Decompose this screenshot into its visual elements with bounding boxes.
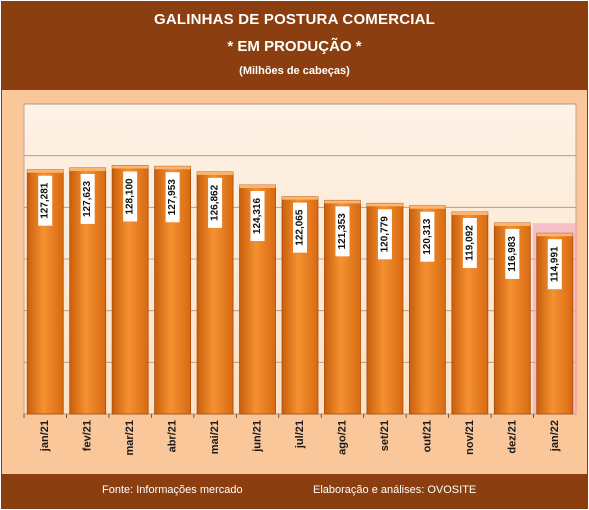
- data-label: 116,983: [507, 236, 518, 272]
- data-label-box: [335, 206, 350, 257]
- data-label: 127,953: [167, 179, 178, 216]
- chart-unit: (Milhões de cabeças): [239, 65, 350, 77]
- elaboration-note: Elaboração e análises: OVOSITE: [313, 484, 477, 496]
- x-tick-labels: jan/21 fev/21 mar/21 abr/21 mai/21 jun/21 jul/…: [23, 414, 561, 455]
- x-tick-label: out/21: [421, 420, 433, 452]
- data-label: 114,991: [549, 246, 560, 282]
- bar-cap: [69, 167, 106, 171]
- data-label-box: [505, 228, 520, 279]
- x-tick-label: jun/21: [252, 420, 264, 453]
- x-tick-label: mar/21: [124, 420, 136, 455]
- data-label: 122,065: [295, 209, 306, 246]
- data-label-box: [420, 211, 435, 262]
- x-tick-label: set/21: [379, 420, 391, 451]
- data-label: 121,353: [337, 213, 348, 250]
- bar-cap: [451, 212, 488, 216]
- x-tick-label: fev/21: [82, 420, 94, 451]
- data-labels: 127,281 127,623 128,100 127,953 126,862 124,3…: [38, 171, 562, 290]
- data-label: 127,281: [40, 182, 51, 219]
- data-label-box: [293, 202, 307, 253]
- data-label-box: [377, 209, 392, 260]
- data-label: 126,862: [210, 184, 221, 221]
- data-label-box: [80, 173, 95, 224]
- bar-cap: [27, 169, 64, 173]
- bar-cap: [282, 196, 318, 200]
- x-tick-label: dez/21: [506, 420, 518, 454]
- bar-cap: [366, 203, 403, 207]
- data-label-box: [250, 191, 265, 242]
- bar-cap: [154, 166, 191, 170]
- x-tick-label: ago/21: [336, 420, 348, 455]
- bar-cap: [494, 222, 531, 226]
- bar-cap: [409, 205, 446, 209]
- chart-footer: Fonte: Informações mercado Elaboração e …: [2, 474, 587, 508]
- chart-header: GALINHAS DE POSTURA COMERCIAL * EM PRODU…: [2, 2, 587, 90]
- data-label-box: [547, 239, 562, 290]
- bar-cap: [239, 185, 276, 189]
- data-label: 119,092: [464, 225, 475, 261]
- bar: [239, 184, 276, 415]
- x-tick-label: nov/21: [464, 420, 476, 455]
- data-label: 124,316: [252, 198, 263, 235]
- data-label: 120,313: [422, 218, 433, 255]
- chart-subtitle: * EM PRODUÇÃO *: [227, 38, 362, 55]
- bar-cap: [197, 171, 234, 175]
- x-tick-label: abr/21: [167, 420, 179, 452]
- data-label-box: [165, 172, 180, 223]
- bar-cap: [112, 165, 149, 169]
- bar-cap: [536, 233, 573, 237]
- data-label-box: [208, 177, 223, 228]
- data-label-box: [462, 218, 477, 269]
- x-tick-label: jan/22: [549, 420, 561, 452]
- x-tick-label: mai/21: [209, 420, 221, 454]
- bar-chart: 127,281 127,623 128,100 127,953 126,862 124,3…: [23, 103, 577, 455]
- data-label: 120,779: [379, 216, 390, 253]
- source-note: Fonte: Informações mercado: [102, 484, 243, 496]
- data-label: 128,100: [125, 178, 136, 215]
- data-label-box: [123, 171, 138, 222]
- chart-title: GALINHAS DE POSTURA COMERCIAL: [153, 11, 436, 28]
- data-label: 127,623: [82, 180, 93, 217]
- bar: [69, 167, 107, 415]
- data-label-box: [38, 175, 53, 226]
- bar-cap: [324, 200, 361, 204]
- x-tick-label: jul/21: [294, 420, 306, 449]
- x-tick-label: jan/21: [39, 420, 51, 452]
